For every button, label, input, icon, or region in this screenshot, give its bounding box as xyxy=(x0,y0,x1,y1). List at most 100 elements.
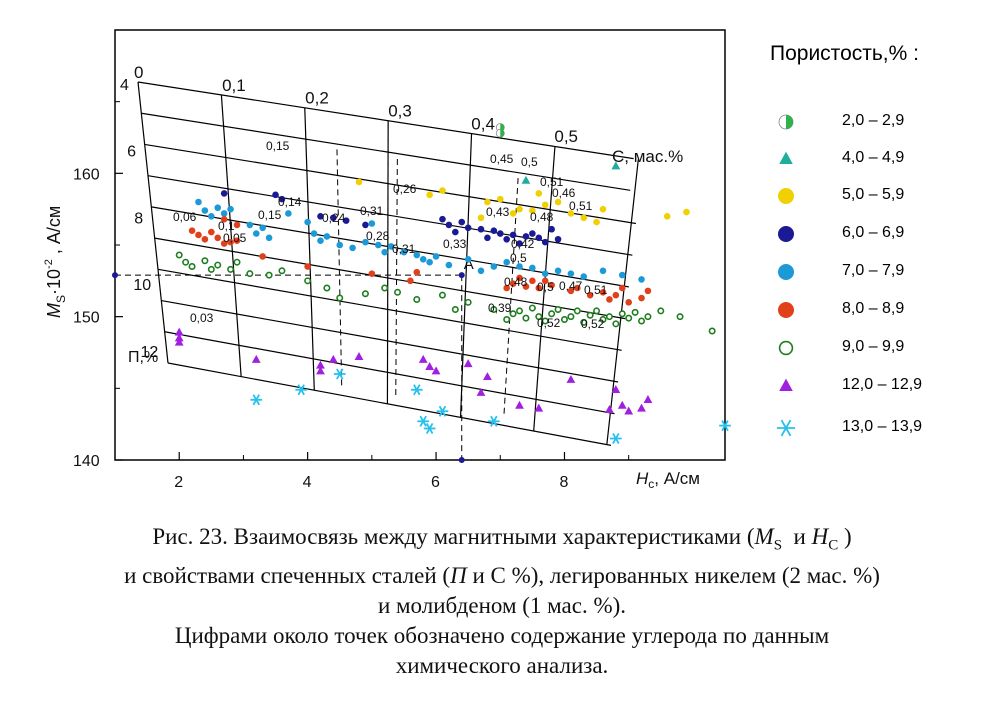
data-point xyxy=(528,304,536,312)
data-point xyxy=(535,284,543,292)
carbon-annotation: 0,28 xyxy=(366,229,390,243)
data-point xyxy=(683,208,690,216)
data-point xyxy=(438,291,446,299)
data-point xyxy=(418,354,428,363)
porosity-scale-label: 8 xyxy=(134,210,143,227)
data-point xyxy=(509,310,517,318)
data-point xyxy=(522,233,530,240)
data-point xyxy=(394,288,402,296)
data-point-arm xyxy=(336,368,344,380)
legend-entry: 12,0 – 12,9 xyxy=(772,372,972,400)
data-point xyxy=(285,210,292,217)
nomogram-carbon-line xyxy=(386,120,389,404)
carbon-annotation: 0,52 xyxy=(537,316,561,330)
data-point xyxy=(529,277,536,285)
data-point xyxy=(541,201,549,209)
y-tick-label: 160 xyxy=(73,166,100,183)
series-group xyxy=(175,251,716,335)
nomogram-porosity-line xyxy=(147,175,633,256)
carbon-annotation: 0,5 xyxy=(537,280,554,294)
porosity-scale-label: 4 xyxy=(120,77,129,94)
carbon-scale-label: 0,2 xyxy=(305,89,329,108)
data-point xyxy=(317,237,324,244)
data-point xyxy=(417,415,430,427)
series-group xyxy=(188,215,652,306)
legend-label: 4,0 – 4,9 xyxy=(842,149,905,166)
legend-label: 6,0 – 6,9 xyxy=(842,224,905,241)
data-point xyxy=(464,224,472,232)
data-point xyxy=(574,284,581,292)
data-point xyxy=(259,253,266,260)
data-point xyxy=(233,258,241,266)
data-point xyxy=(548,310,556,318)
porosity-scale-label: 12 xyxy=(141,344,159,361)
data-point xyxy=(606,296,613,303)
data-point xyxy=(567,313,575,321)
data-point xyxy=(548,281,555,289)
data-point xyxy=(201,207,209,214)
caption-line-4: Цифрами около точек обозначено содержани… xyxy=(174,622,830,648)
porosity-scale-label: 10 xyxy=(133,277,151,294)
data-point xyxy=(333,368,346,380)
data-point xyxy=(413,268,421,276)
data-point xyxy=(516,240,523,247)
data-point xyxy=(349,244,356,252)
nomogram-porosity-line xyxy=(167,362,612,446)
nomogram-porosity-line xyxy=(157,268,622,351)
carbon-annotation: 0,26 xyxy=(393,182,417,196)
legend-entry: 6,0 – 6,9 xyxy=(772,220,972,248)
data-point xyxy=(265,271,273,279)
data-point xyxy=(265,234,273,242)
legend-entry: 4,0 – 4,9 xyxy=(772,145,972,173)
x-tick-label: 6 xyxy=(431,474,440,491)
data-point xyxy=(554,305,562,313)
caption-line-2: и свойствами спеченных сталей (П и С %),… xyxy=(124,562,880,588)
carbon-annotation: 0,43 xyxy=(486,205,510,219)
data-point xyxy=(599,267,607,275)
data-point xyxy=(657,307,665,315)
point-a-label: A xyxy=(464,256,474,273)
data-point xyxy=(174,327,184,336)
carbon-scale-label: 0,5 xyxy=(554,127,578,146)
series-group xyxy=(195,198,645,283)
data-point xyxy=(541,277,549,285)
legend-marker-shape xyxy=(778,302,794,318)
data-point xyxy=(554,267,562,275)
legend-marker xyxy=(779,151,793,164)
data-point xyxy=(541,238,549,246)
data-point xyxy=(464,256,472,263)
data-point xyxy=(567,210,575,217)
carbon-annotation: 0,51 xyxy=(584,283,608,297)
data-point xyxy=(624,406,634,415)
data-point xyxy=(451,305,459,313)
data-point xyxy=(611,384,621,393)
x-tick-label: 8 xyxy=(559,474,568,491)
carbon-annotation: 0,52 xyxy=(581,317,605,331)
data-point xyxy=(188,262,196,270)
carbon-annotation: 0,14 xyxy=(278,195,302,209)
carbon-annotation: 0,48 xyxy=(530,210,554,224)
data-point xyxy=(719,420,731,432)
series-group xyxy=(495,123,505,138)
data-point xyxy=(201,235,209,243)
data-point xyxy=(625,299,632,306)
data-point xyxy=(643,395,653,403)
data-point xyxy=(580,273,588,280)
legend-marker xyxy=(778,226,794,242)
carbon-scale-label: 0,4 xyxy=(471,114,495,133)
data-point xyxy=(529,230,536,237)
data-point-arm xyxy=(490,415,498,427)
carbon-annotation: 0,06 xyxy=(173,210,197,224)
data-point xyxy=(567,287,575,295)
data-point xyxy=(593,307,601,315)
data-point xyxy=(644,287,652,295)
legend-marker-shape-arm xyxy=(780,419,792,437)
data-point xyxy=(708,327,716,335)
carbon-scale-label: 0,1 xyxy=(222,76,246,95)
data-point xyxy=(381,248,388,256)
data-point xyxy=(227,265,235,273)
data-point xyxy=(342,217,350,224)
data-point xyxy=(368,220,376,227)
carbon-annotation: 0,5 xyxy=(510,251,527,265)
